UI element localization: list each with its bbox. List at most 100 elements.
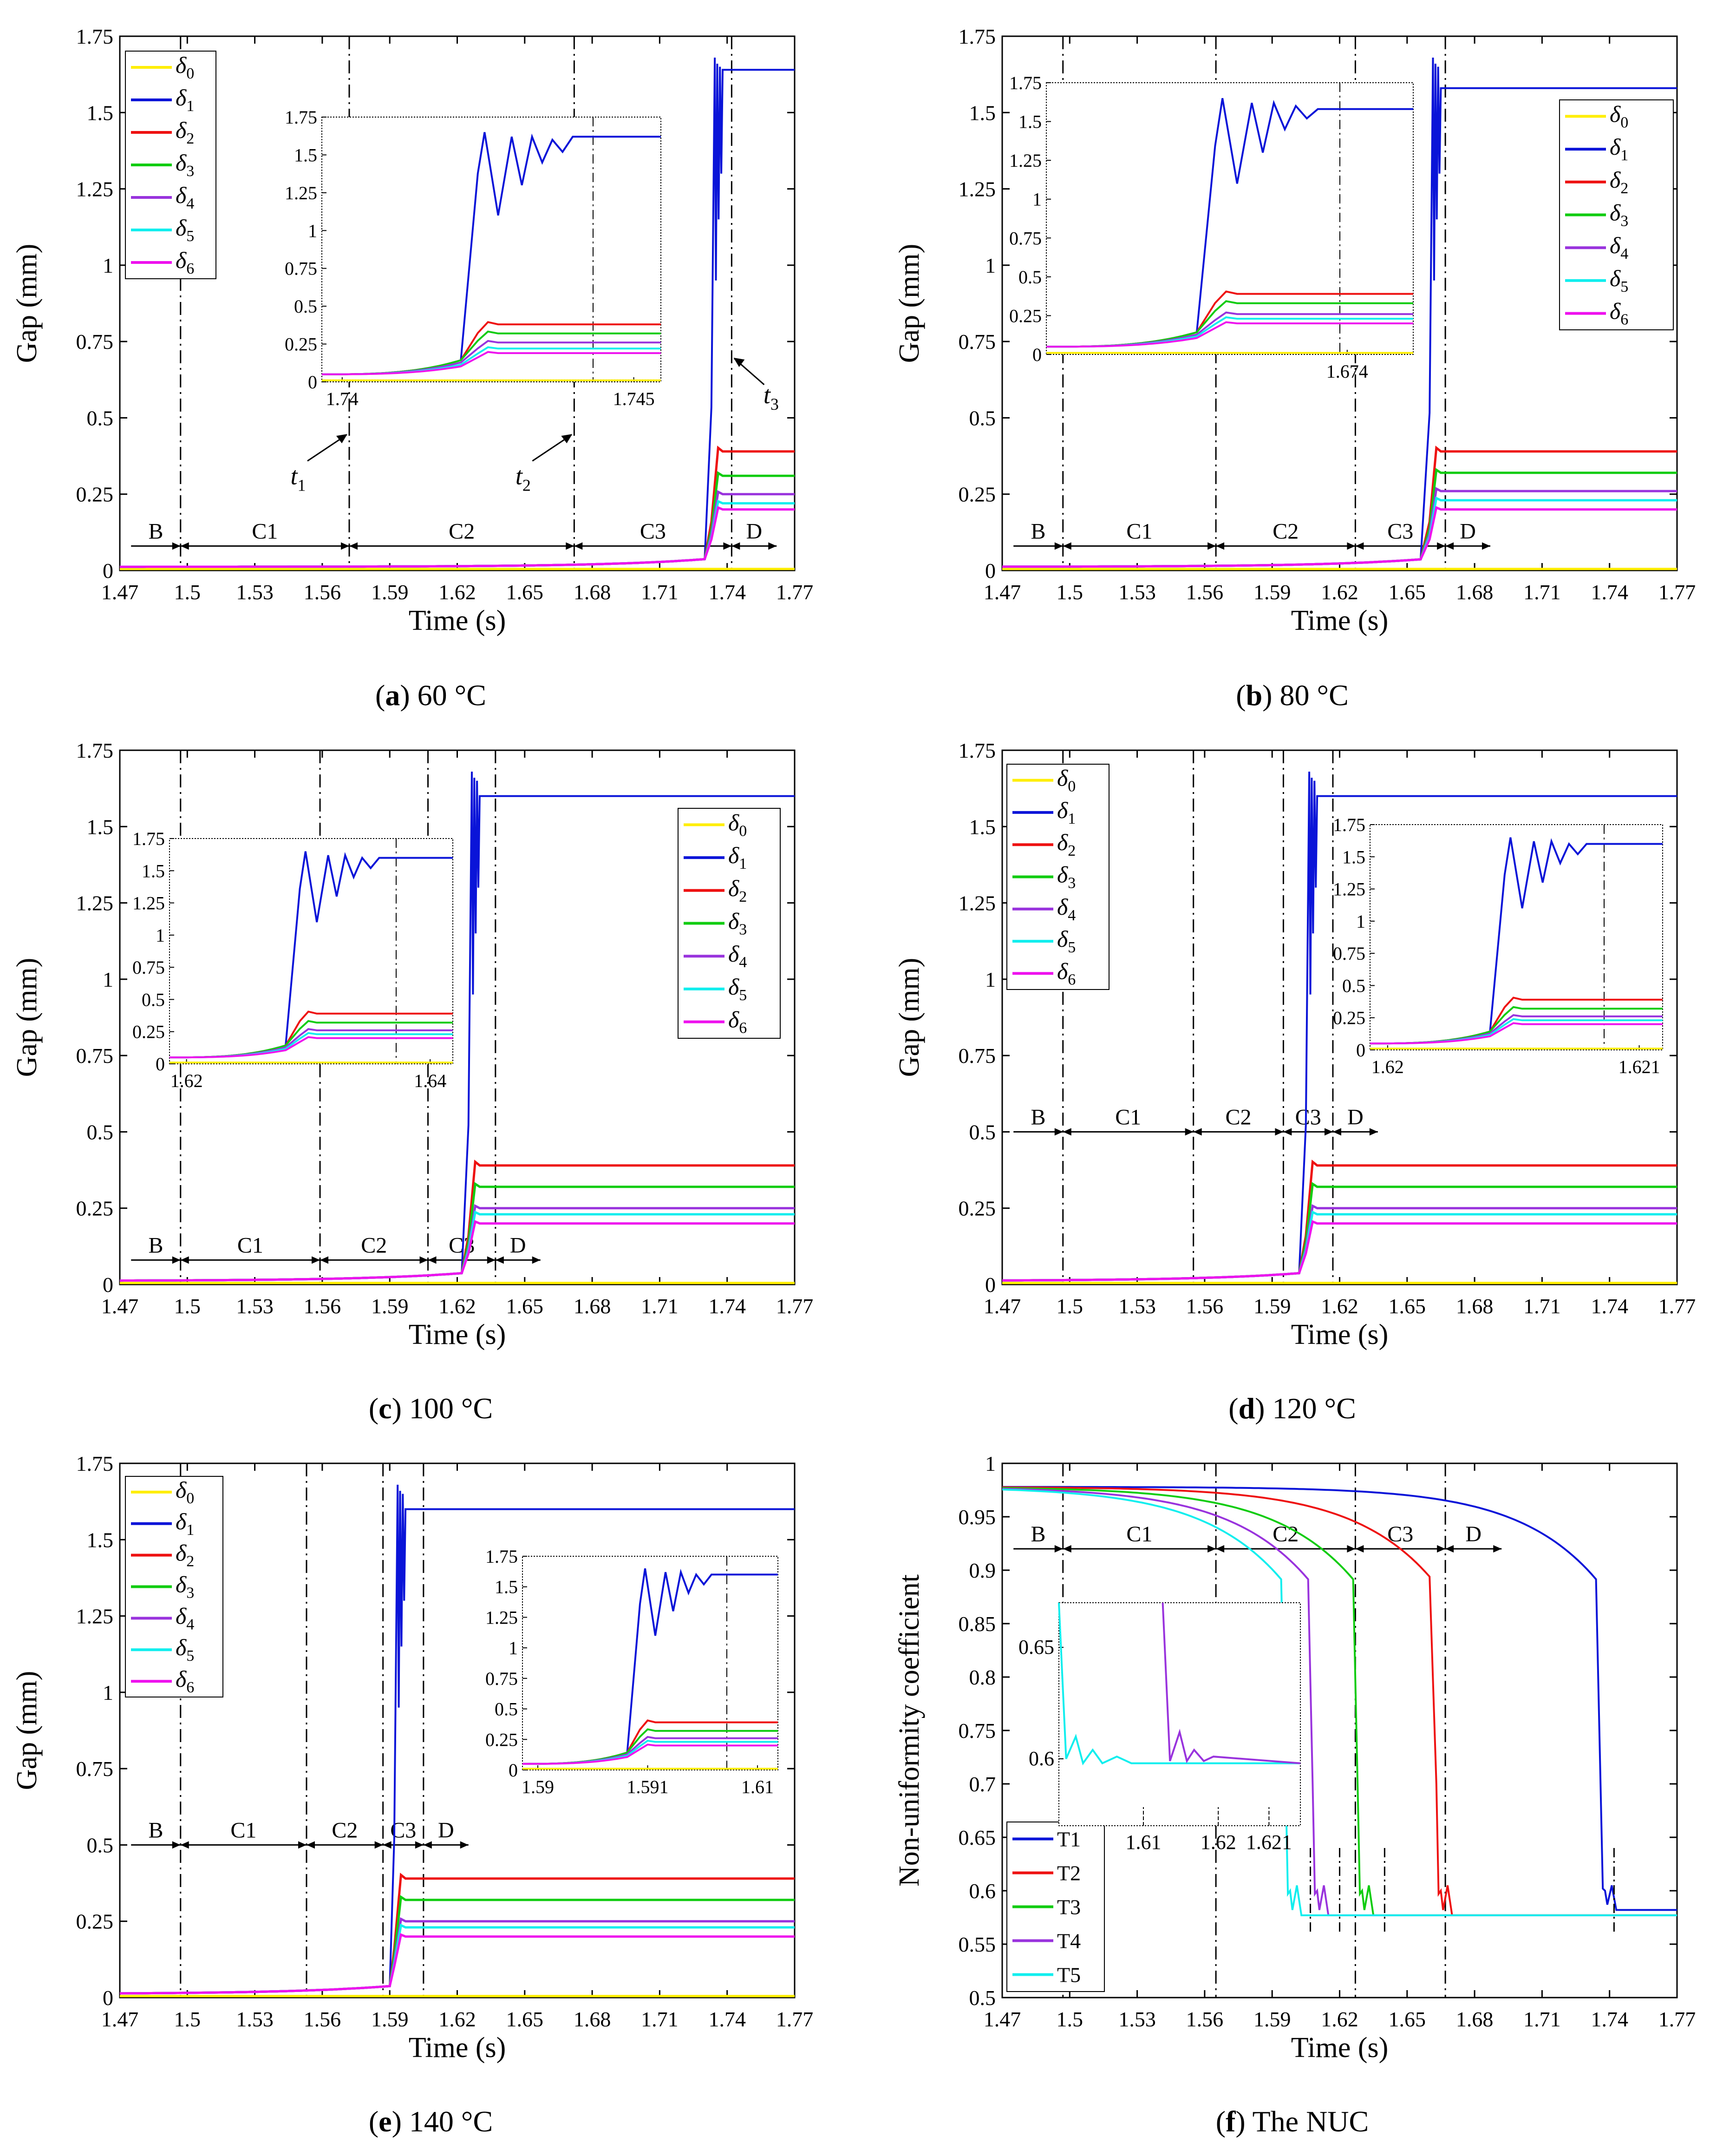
y-tick-label: 0.7: [969, 1772, 996, 1796]
phase-arrowhead: [1216, 1545, 1225, 1553]
x-tick-label: 1.65: [506, 1294, 544, 1318]
inset-frame: [1046, 82, 1414, 355]
phase-arrowhead: [574, 542, 583, 550]
legend: T1 T2 T3 T4 T5: [1006, 1822, 1105, 1992]
legend-label: δ4: [176, 1603, 194, 1633]
inset-chart: 0.6 0.65 1.61 1.62 1.621: [1018, 1602, 1301, 1854]
phase-label: D: [746, 519, 762, 544]
legend-label: δ1: [728, 842, 747, 872]
chart-panel-f: 1.47 1.5 1.53 1.56 1.59 1.62 1.65 1.68 1.71 1.74 1…: [894, 1452, 1696, 2064]
phase-arrowhead: [1193, 1128, 1202, 1136]
phase-arrowhead: [320, 1256, 329, 1264]
x-axis-label: Time (s): [1291, 2032, 1389, 2064]
legend-label: T1: [1057, 1828, 1081, 1851]
y-tick-label: 0.5: [969, 406, 996, 430]
series-line-T4: [1002, 1488, 1677, 1916]
y-tick-label: 1.25: [76, 1605, 114, 1628]
phase-arrowhead: [312, 1256, 320, 1264]
x-tick-label: 1.47: [984, 580, 1021, 604]
legend-label: δ2: [176, 1540, 194, 1570]
x-tick-label: 1.5: [1057, 1294, 1083, 1318]
inset-y-tick-label: 0.25: [1009, 305, 1042, 326]
phase-arrowhead: [1063, 1545, 1071, 1553]
phase-arrowhead: [487, 1256, 496, 1264]
legend-label: δ4: [728, 941, 747, 971]
legend-label: δ0: [1610, 101, 1628, 131]
x-tick-label: 1.74: [1591, 2007, 1628, 2031]
inset-series-T5: [1058, 1602, 1300, 1766]
x-tick-label: 1.77: [776, 1294, 814, 1318]
x-tick-label: 1.56: [1186, 2007, 1224, 2031]
inset-x-tick-label: 1.674: [1326, 361, 1368, 382]
inset-series-δ6: [1046, 321, 1413, 348]
legend-label: T5: [1057, 1963, 1081, 1987]
phase-arrowhead: [1054, 542, 1063, 550]
phase-label: D: [1465, 1522, 1482, 1547]
phase-label: B: [1031, 1522, 1045, 1547]
phase-arrowhead: [1207, 542, 1216, 550]
chart-panel-a: 1.47 1.5 1.53 1.56 1.59 1.62 1.65 1.68 1.71 1.74 1…: [11, 25, 813, 636]
x-tick-label: 1.65: [506, 2007, 544, 2031]
x-tick-label: 1.77: [1658, 2007, 1696, 2031]
legend-label: δ6: [176, 1666, 194, 1696]
legend-label: δ1: [1057, 797, 1076, 827]
phase-arrowhead: [495, 1256, 504, 1264]
legend-label: δ5: [1057, 926, 1076, 956]
series-lines: [119, 771, 795, 1284]
phase-label: C2: [1273, 519, 1299, 544]
legend-label: δ3: [1057, 862, 1076, 892]
y-tick-label: 0.25: [76, 1197, 114, 1220]
x-tick-label: 1.62: [1321, 580, 1358, 604]
y-tick-label: 0.25: [76, 1910, 114, 1933]
x-tick-label: 1.53: [236, 1294, 274, 1318]
inset-y-tick-label: 0.25: [285, 334, 317, 355]
x-axis-label: Time (s): [1291, 605, 1389, 636]
x-tick-label: 1.5: [1057, 580, 1083, 604]
inset-y-tick-label: 0: [308, 372, 317, 393]
caption-c: (c) 100 °C: [368, 1392, 493, 1425]
legend-label: δ2: [176, 117, 194, 147]
inset-y-tick-label: 1.25: [285, 183, 317, 203]
phase-arrowhead: [723, 542, 732, 550]
inset-y-tick-label: 1.5: [1018, 111, 1042, 132]
y-tick-label: 0.5: [87, 1120, 114, 1144]
inset-frame: [169, 838, 453, 1064]
chart-panel-c: 1.47 1.5 1.53 1.56 1.59 1.62 1.65 1.68 1.71 1.74 1…: [11, 739, 813, 1350]
y-tick-label: 0.65: [959, 1826, 996, 1849]
legend-label: δ0: [728, 809, 747, 839]
inset-y-tick-label: 0.75: [285, 258, 317, 279]
phase-label: D: [510, 1233, 526, 1258]
y-tick-label: 1.5: [87, 815, 114, 839]
y-tick-label: 0.6: [969, 1879, 996, 1903]
inset-series-δ6: [1370, 1022, 1663, 1045]
phase-arrowhead: [731, 542, 740, 550]
phase-label: C3: [1387, 519, 1413, 544]
x-tick-label: 1.5: [174, 580, 201, 604]
x-tick-label: 1.53: [1118, 1294, 1156, 1318]
legend-label: δ5: [176, 215, 194, 245]
inset-y-tick-label: 1: [308, 220, 317, 241]
legend-label: T2: [1057, 1861, 1081, 1885]
y-tick-label: 1: [103, 968, 113, 991]
legend-label: δ4: [176, 182, 194, 212]
phase-arrowhead: [341, 542, 350, 550]
x-tick-label: 1.65: [506, 580, 544, 604]
x-tick-label: 1.77: [1658, 580, 1696, 604]
y-axis-label: Gap (mm): [894, 244, 925, 363]
inset-y-tick-label: 1.25: [485, 1607, 518, 1628]
phase-label: D: [1460, 519, 1476, 544]
phase-arrowhead: [532, 1256, 541, 1264]
series-line-δ6: [1002, 1220, 1677, 1282]
phase-arrowhead: [1185, 1128, 1194, 1136]
x-tick-label: 1.53: [236, 2007, 274, 2031]
y-tick-label: 0.95: [959, 1505, 996, 1529]
series-line-δ6: [120, 1933, 795, 1995]
phase-arrowhead: [1437, 1545, 1446, 1553]
inset-x-tick-label: 1.621: [1246, 1831, 1292, 1854]
inset-chart: 0 0.25 0.5 0.75 1 1.25 1.5 1.75 1.674: [1009, 72, 1414, 382]
inset-y-tick-label: 0.75: [132, 957, 165, 978]
phase-arrowhead: [1445, 542, 1454, 550]
x-tick-label: 1.53: [1118, 2007, 1156, 2031]
y-axis-label: Non-uniformity coefficient: [894, 1574, 925, 1887]
